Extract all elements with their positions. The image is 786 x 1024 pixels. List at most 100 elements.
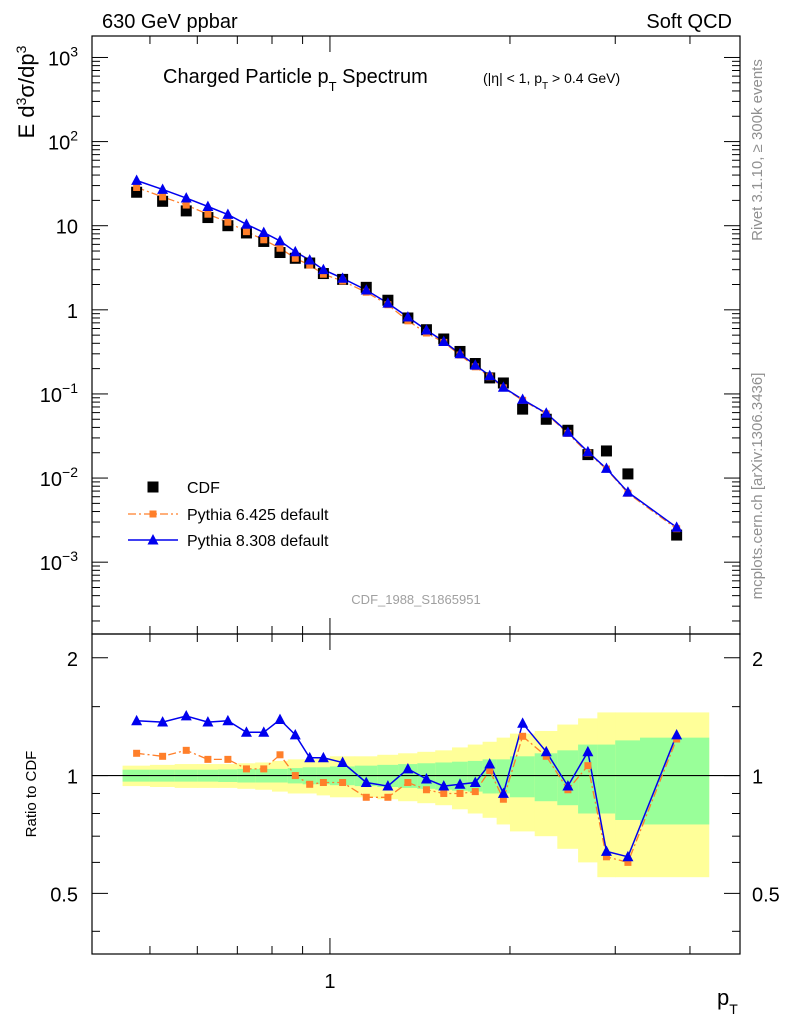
uncertainty-band-inner [615, 740, 641, 820]
y-tick-label: 10−3 [40, 548, 78, 575]
ratio-point-pythia8 [420, 773, 432, 784]
data-point-pythia6 [291, 254, 299, 262]
rivet-label: Rivet 3.1.10, ≥ 300k events [749, 59, 766, 241]
legend-marker-cdf [147, 481, 159, 493]
data-point-pythia8 [360, 284, 372, 295]
ratio-point-pythia6 [291, 772, 299, 780]
data-point-pythia6 [319, 270, 327, 278]
data-point-pythia8 [202, 200, 214, 211]
header-right: Soft QCD [646, 11, 732, 33]
data-point-pythia6 [242, 228, 250, 236]
data-point-cdf [131, 186, 143, 198]
ratio-point-pythia6 [584, 762, 592, 770]
data-point-pythia8 [337, 272, 349, 283]
y-tick-label: 102 [48, 128, 78, 155]
main-series-lines [136, 179, 678, 530]
analysis-id: CDF_1988_S1865951 [351, 592, 480, 607]
ratio-point-pythia8 [469, 776, 481, 787]
data-point-pythia8 [484, 369, 496, 381]
main-series-markers [131, 174, 683, 541]
data-point-cdf [540, 413, 552, 425]
ratio-point-pythia6 [422, 786, 430, 794]
ratio-point-pythia8 [337, 756, 349, 767]
ratio-point-pythia6 [440, 789, 448, 797]
data-point-pythia8 [131, 174, 143, 185]
legend-label: CDF [187, 480, 220, 497]
main-plot: 10−3 10−2 10−1 1 10 102 103 Charged Particle p… [13, 35, 741, 635]
data-point-pythia6 [260, 236, 268, 244]
y-tick-label: 103 [48, 43, 78, 70]
data-point-cdf [274, 247, 286, 259]
ratio-point-pythia8 [497, 787, 509, 798]
ratio-point-pythia6 [339, 779, 347, 787]
data-point-cdf [671, 529, 683, 541]
ratio-point-pythia8 [317, 751, 329, 763]
data-point-pythia8 [420, 324, 432, 335]
ratio-plot-frame [91, 633, 741, 955]
ratio-point-pythia6 [486, 767, 494, 775]
ratio-point-pythia8 [438, 780, 450, 791]
ratio-point-pythia6 [499, 795, 507, 803]
data-point-pythia8 [582, 445, 594, 457]
data-point-pythia8 [274, 234, 286, 246]
ratio-point-pythia8 [202, 716, 214, 727]
legend-marker-pythia8 [147, 534, 159, 545]
data-point-pythia6 [204, 210, 212, 218]
data-point-pythia8 [600, 462, 612, 473]
data-point-pythia8 [222, 208, 234, 219]
main-ticks: 10−3 10−2 10−1 1 10 102 103 [40, 36, 740, 634]
ratio-point-pythia6 [519, 732, 527, 740]
ratio-point-pythia6 [133, 749, 141, 757]
uncertainty-band-inner [534, 753, 558, 802]
ratio-point-pythia8 [622, 850, 634, 862]
y-tick-label: 10−1 [40, 380, 78, 407]
ratio-line-pythia8 [136, 715, 678, 858]
data-point-pythia8 [671, 521, 683, 532]
data-point-pythia8 [469, 359, 481, 370]
header-left: 630 GeV ppbar [102, 11, 238, 33]
ratio-plot: 0.5 0.5 1 1 2 2 1 Ratio to CDF pT [23, 633, 780, 1017]
data-point-pythia8 [240, 218, 252, 229]
x-axis-label: pT [717, 985, 738, 1017]
ratio-point-pythia6 [260, 765, 268, 773]
series-line-pythia8 [136, 179, 678, 528]
data-point-pythia6 [276, 244, 284, 252]
mcplots-label: mcplots.cern.ch [arXiv:1306.3436] [749, 373, 766, 600]
uncertainty-band-inner [597, 744, 616, 814]
data-point-pythia6 [306, 261, 314, 269]
y-tick-label: 1 [67, 301, 78, 323]
main-y-axis-label: E d3σ/dp3 [13, 45, 39, 138]
x-axis-label-text: pT [717, 985, 738, 1017]
ratio-point-pythia8 [484, 758, 496, 769]
ratio-point-pythia8 [131, 714, 143, 726]
legend-marker-pythia6 [149, 510, 157, 518]
ratio-y-tick-label-right: 0.5 [752, 884, 780, 906]
chart-title: Charged Particle pT Spectrum (|η| < 1, pT… [163, 66, 620, 94]
ratio-point-pythia8 [289, 729, 301, 740]
uncertainty-band-inner [578, 744, 598, 814]
uncertainty-band-inner [557, 750, 579, 806]
legend-label: Pythia 8.308 default [187, 533, 329, 550]
chart-title-note: (|η| < 1, pT > 0.4 GeV) [483, 70, 620, 92]
data-point-pythia8 [540, 407, 552, 418]
ratio-point-pythia6 [471, 788, 479, 796]
ratio-series-markers [131, 710, 683, 866]
data-point-cdf [600, 445, 612, 457]
data-point-cdf [157, 195, 169, 207]
ratio-point-pythia8 [671, 729, 683, 740]
ratio-y-tick-label-right: 1 [752, 767, 763, 789]
ratio-point-pythia8 [274, 713, 286, 725]
ratio-point-pythia8 [360, 776, 372, 787]
ratio-point-pythia8 [517, 717, 529, 728]
ratio-y-tick-label-right: 2 [752, 649, 763, 671]
y-tick-label: 10 [56, 217, 78, 239]
data-point-pythia8 [304, 254, 316, 265]
ratio-point-pythia8 [600, 845, 612, 856]
data-point-cdf [517, 403, 529, 415]
ratio-y-axis-label: Ratio to CDF [23, 751, 40, 838]
ratio-point-pythia8 [180, 710, 192, 721]
y-tick-label: 10−2 [40, 464, 78, 491]
ratio-point-pythia8 [454, 778, 466, 789]
ratio-point-pythia6 [404, 779, 412, 787]
